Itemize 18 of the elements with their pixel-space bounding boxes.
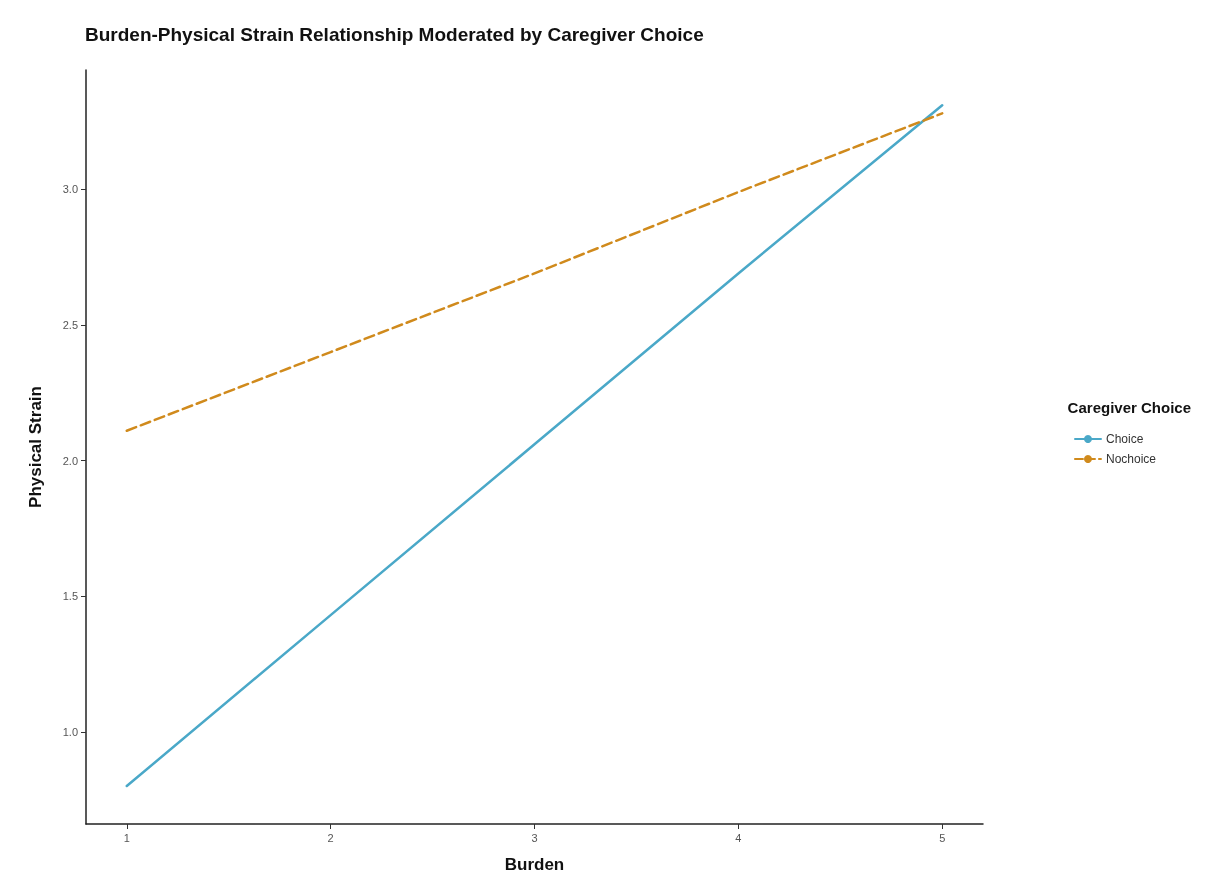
y-tick-label: 2.5 xyxy=(62,318,78,331)
x-tick-label: 3 xyxy=(531,831,538,844)
line-series xyxy=(125,104,944,788)
chart-title: Burden-Physical Strain Relationship Moderated by Caregiver Choice xyxy=(85,24,704,45)
y-tick-label: 1.5 xyxy=(62,590,78,603)
x-tick-label: 4 xyxy=(735,831,742,844)
legend-label: Nochoice xyxy=(1105,452,1157,466)
x-tick-label: 5 xyxy=(939,831,946,844)
y-axis-title: Physical Strain xyxy=(26,386,45,508)
legend-label: Choice xyxy=(1105,432,1144,446)
x-tick-label: 1 xyxy=(123,831,130,844)
y-tick-label: 2.0 xyxy=(62,454,78,467)
x-tick-label: 2 xyxy=(327,831,334,844)
y-tick-label: 3.0 xyxy=(62,183,78,196)
y-tick-label: 1.0 xyxy=(62,725,78,738)
line-series xyxy=(125,112,944,432)
legend-title: Caregiver Choice xyxy=(1067,399,1192,416)
x-axis-title: Burden xyxy=(504,855,565,874)
